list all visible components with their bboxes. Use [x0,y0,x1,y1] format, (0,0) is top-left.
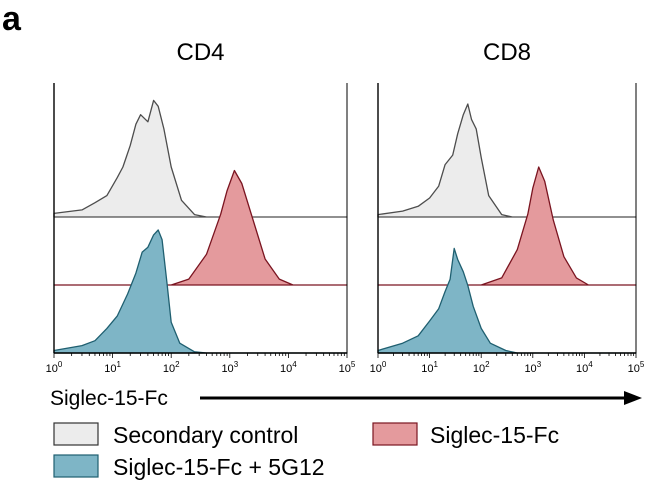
histogram-siglec-15-fc [53,169,348,286]
x-tick-label: 105 [339,360,356,375]
panel-letter: a [2,0,22,38]
panel-title: CD8 [483,39,531,66]
x-tick-label: 105 [628,360,645,375]
histogram-siglec-15-fc-5g12 [377,247,637,354]
cd8-histogram-panel: CD8 100 101 102 103 104 105 [370,39,645,375]
x-tick-label: 100 [370,360,387,375]
x-tick-label: 104 [280,360,297,375]
legend-item-siglec-15-fc-5g12: Siglec-15-Fc + 5G12 [53,454,325,480]
x-tick-label: 101 [421,360,438,375]
histogram-siglec-15-fc [377,166,637,286]
histogram-secondary-control [377,103,637,218]
panel-title: CD4 [176,39,224,66]
histogram-secondary-control [53,99,348,218]
legend-item-secondary-control: Secondary control [53,422,298,448]
x-tick-label: 101 [104,360,121,375]
legend-label-siglec-15-fc-5g12: Siglec-15-Fc + 5G12 [113,454,325,480]
legend: Secondary control Siglec-15-Fc Siglec-15… [53,422,559,480]
x-tick-label: 103 [524,360,541,375]
cd4-histogram-panel: CD4 100 101 102 103 104 105 [46,39,356,375]
x-tick-label: 102 [473,360,490,375]
histogram-siglec-15-fc-5g12 [53,229,348,354]
legend-swatch-siglec-15-fc [372,422,418,446]
x-axis-label: Siglec-15-Fc [50,387,168,410]
x-tick-label: 104 [576,360,593,375]
legend-swatch-siglec-15-fc-5g12 [53,454,99,478]
legend-label-secondary-control: Secondary control [113,422,298,448]
x-tick-label: 102 [163,360,180,375]
x-tick-label: 103 [221,360,238,375]
x-tick-label: 100 [46,360,63,375]
legend-item-siglec-15-fc: Siglec-15-Fc [372,422,559,448]
legend-label-siglec-15-fc: Siglec-15-Fc [430,422,559,448]
x-axis-arrow [200,391,642,405]
legend-swatch-secondary-control [53,422,99,446]
